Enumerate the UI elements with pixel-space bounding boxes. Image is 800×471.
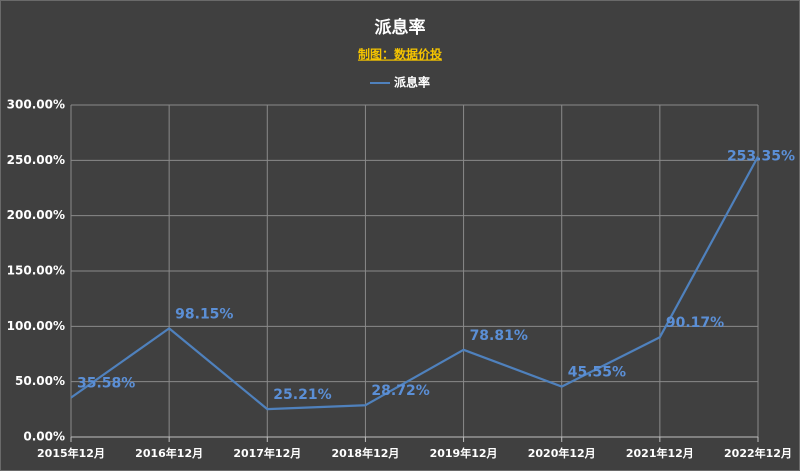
data-label: 28.72% — [371, 383, 429, 399]
legend-label: 派息率 — [394, 75, 430, 90]
x-tick-label: 2019年12月 — [430, 446, 498, 460]
y-tick-label: 0.00% — [23, 430, 65, 444]
data-label: 253.35% — [727, 149, 795, 165]
data-label: 78.81% — [470, 328, 528, 344]
chart-subtitle: 制图：数据价投 — [358, 47, 442, 62]
data-line — [70, 156, 759, 411]
data-label: 25.21% — [273, 387, 331, 403]
y-tick-label: 200.00% — [7, 208, 65, 222]
data-label: 45.55% — [568, 365, 626, 381]
y-tick-label: 50.00% — [15, 374, 65, 388]
data-label: 98.15% — [175, 306, 233, 322]
y-tick-label: 150.00% — [7, 264, 65, 278]
data-label: 35.58% — [77, 376, 135, 392]
x-tick-label: 2016年12月 — [135, 446, 203, 460]
x-tick-label: 2015年12月 — [37, 446, 105, 460]
y-tick-label: 100.00% — [7, 319, 65, 333]
x-tick-label: 2020年12月 — [528, 446, 596, 460]
y-tick-label: 250.00% — [7, 153, 65, 167]
x-tick-label: 2018年12月 — [331, 446, 399, 460]
chart-title: 派息率 — [375, 17, 426, 38]
x-tick-label: 2017年12月 — [233, 446, 301, 460]
data-label: 90.17% — [666, 315, 724, 331]
x-tick-label: 2022年12月 — [724, 446, 792, 460]
x-tick-label: 2021年12月 — [626, 446, 694, 460]
y-tick-label: 300.00% — [7, 98, 65, 112]
